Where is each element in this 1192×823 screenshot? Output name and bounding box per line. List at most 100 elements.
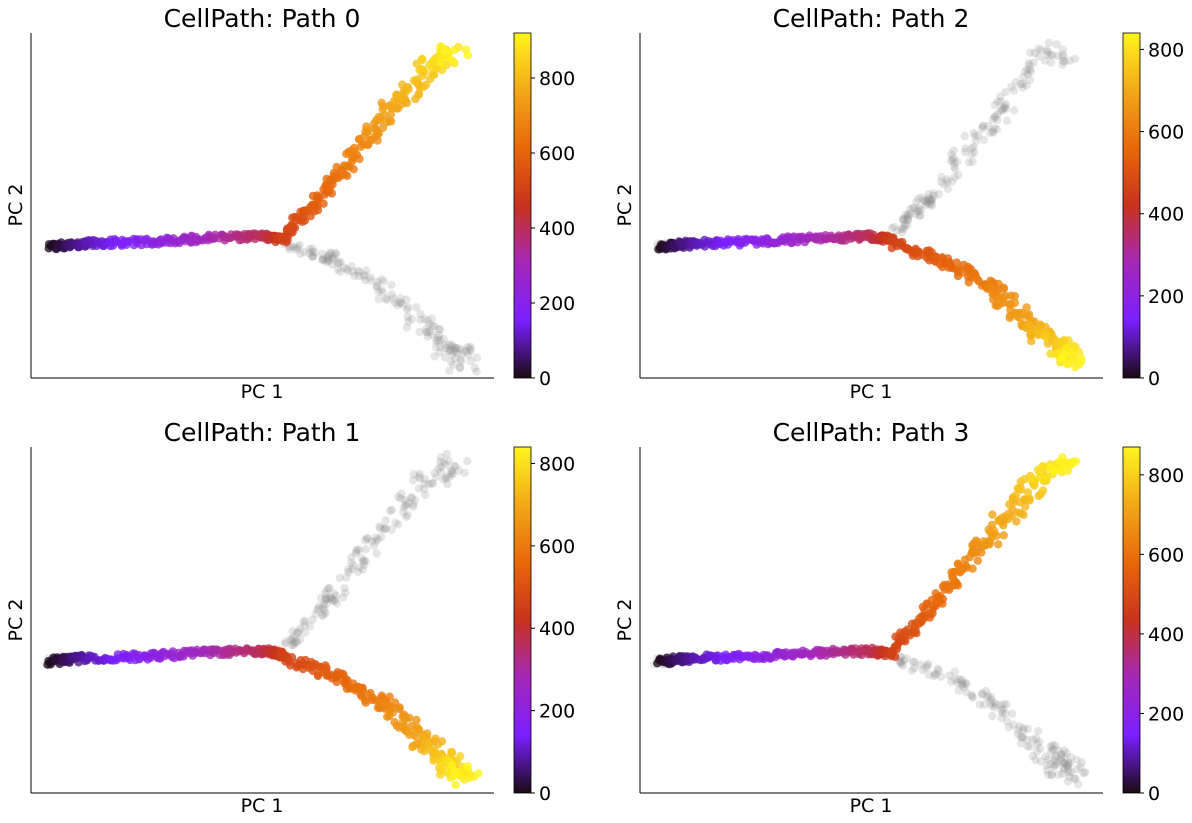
background-cell-point <box>327 593 336 602</box>
background-cell-point <box>353 567 363 576</box>
background-cell-point <box>1026 48 1035 57</box>
background-cell-point <box>347 564 357 574</box>
background-cell-point <box>293 242 302 251</box>
background-cell-point <box>451 345 460 355</box>
background-cell-point <box>373 277 382 287</box>
background-cell-point <box>945 671 954 680</box>
path-cell-point <box>366 135 375 145</box>
background-cell-point <box>962 688 971 697</box>
background-cell-point <box>1056 754 1066 763</box>
background-cell-point <box>324 250 333 260</box>
background-cell-point <box>414 484 424 493</box>
path-cell-point <box>429 756 438 765</box>
background-cell-point <box>934 190 943 199</box>
path-cell-point <box>989 526 999 535</box>
background-cell-point <box>448 470 458 479</box>
background-cell-point <box>436 342 445 352</box>
x-axis-label: PC 1 <box>850 381 893 403</box>
background-cell-point <box>949 146 958 155</box>
background-cell-point <box>934 666 943 675</box>
path-cell-point <box>1000 512 1009 521</box>
background-cell-point <box>320 606 329 615</box>
background-cell-point <box>937 172 946 182</box>
path-cell-point <box>1030 475 1039 484</box>
background-cell-point <box>320 589 330 598</box>
background-cell-point <box>329 596 338 606</box>
background-cell-point <box>901 211 910 220</box>
background-cell-point <box>1076 762 1085 772</box>
background-cell-point <box>918 665 928 675</box>
background-cell-point <box>953 678 962 688</box>
background-cell-point <box>387 525 396 534</box>
background-cell-point <box>1002 116 1012 125</box>
path-cell-point <box>465 773 474 782</box>
background-cell-point <box>401 501 410 510</box>
background-cell-point <box>1018 83 1027 92</box>
background-cell-point <box>914 203 924 213</box>
background-cell-point <box>440 340 449 350</box>
background-cell-point <box>924 200 934 209</box>
background-cell-point <box>322 258 331 267</box>
path-cell-point <box>887 237 896 246</box>
background-cell-point <box>1059 56 1068 66</box>
background-cell-point <box>898 215 908 225</box>
background-cell-point <box>323 252 333 261</box>
background-cell-point <box>1030 48 1040 58</box>
background-cell-point <box>1062 761 1072 771</box>
background-cell-point <box>913 206 922 216</box>
background-cell-point <box>322 586 331 595</box>
background-cell-point <box>322 599 331 608</box>
background-cell-point <box>1046 50 1056 60</box>
background-cell-point <box>966 690 976 700</box>
background-cell-point <box>339 263 349 272</box>
path-cell-point <box>958 268 967 277</box>
background-cell-point <box>400 495 410 505</box>
background-cell-point <box>1048 741 1057 750</box>
background-cell-point <box>943 184 953 194</box>
background-cell-point <box>466 342 475 351</box>
background-cell-point <box>472 353 482 362</box>
path-cell-point <box>400 725 409 734</box>
background-cell-point <box>1058 60 1067 69</box>
background-cell-point <box>425 327 435 336</box>
background-cell-point <box>1032 740 1042 749</box>
background-cell-point <box>927 195 937 204</box>
background-cell-point <box>427 314 436 323</box>
background-cell-point <box>423 332 432 341</box>
background-cell-point <box>899 225 908 234</box>
background-cell-point <box>360 536 370 545</box>
path-cell-point <box>364 125 373 135</box>
path-cell-point <box>363 690 372 699</box>
colorbar-tick-label: 0 <box>539 783 551 805</box>
path-cell-point <box>350 147 359 156</box>
background-cell-point <box>904 211 913 221</box>
path-cell-point <box>399 717 408 726</box>
background-cell-point <box>321 594 330 604</box>
background-cell-point <box>347 262 356 271</box>
colorbar-tick-label: 800 <box>539 453 575 475</box>
background-cell-point <box>423 316 432 325</box>
background-cell-point <box>1024 59 1033 68</box>
background-cell-point <box>1053 51 1063 61</box>
background-cell-point <box>437 467 446 476</box>
path-cell-point <box>392 98 401 107</box>
path-cell-point <box>412 733 422 742</box>
background-cell-point <box>1032 747 1042 756</box>
background-cell-point <box>949 162 959 171</box>
scatter-points-1 <box>653 38 1086 372</box>
background-cell-point <box>1011 77 1021 87</box>
background-cell-point <box>897 658 906 667</box>
background-cell-point <box>1071 774 1080 783</box>
background-cell-point <box>916 660 925 669</box>
path-cell-point <box>1020 502 1030 511</box>
path-cell-point <box>361 698 370 707</box>
background-cell-point <box>1044 770 1053 780</box>
path-cell-point <box>1019 510 1028 519</box>
background-cell-point <box>1064 760 1073 769</box>
background-cell-point <box>327 249 336 258</box>
background-cell-point <box>993 115 1002 125</box>
background-cell-point <box>387 505 396 515</box>
background-cell-point <box>325 584 334 593</box>
background-cell-point <box>336 267 345 276</box>
